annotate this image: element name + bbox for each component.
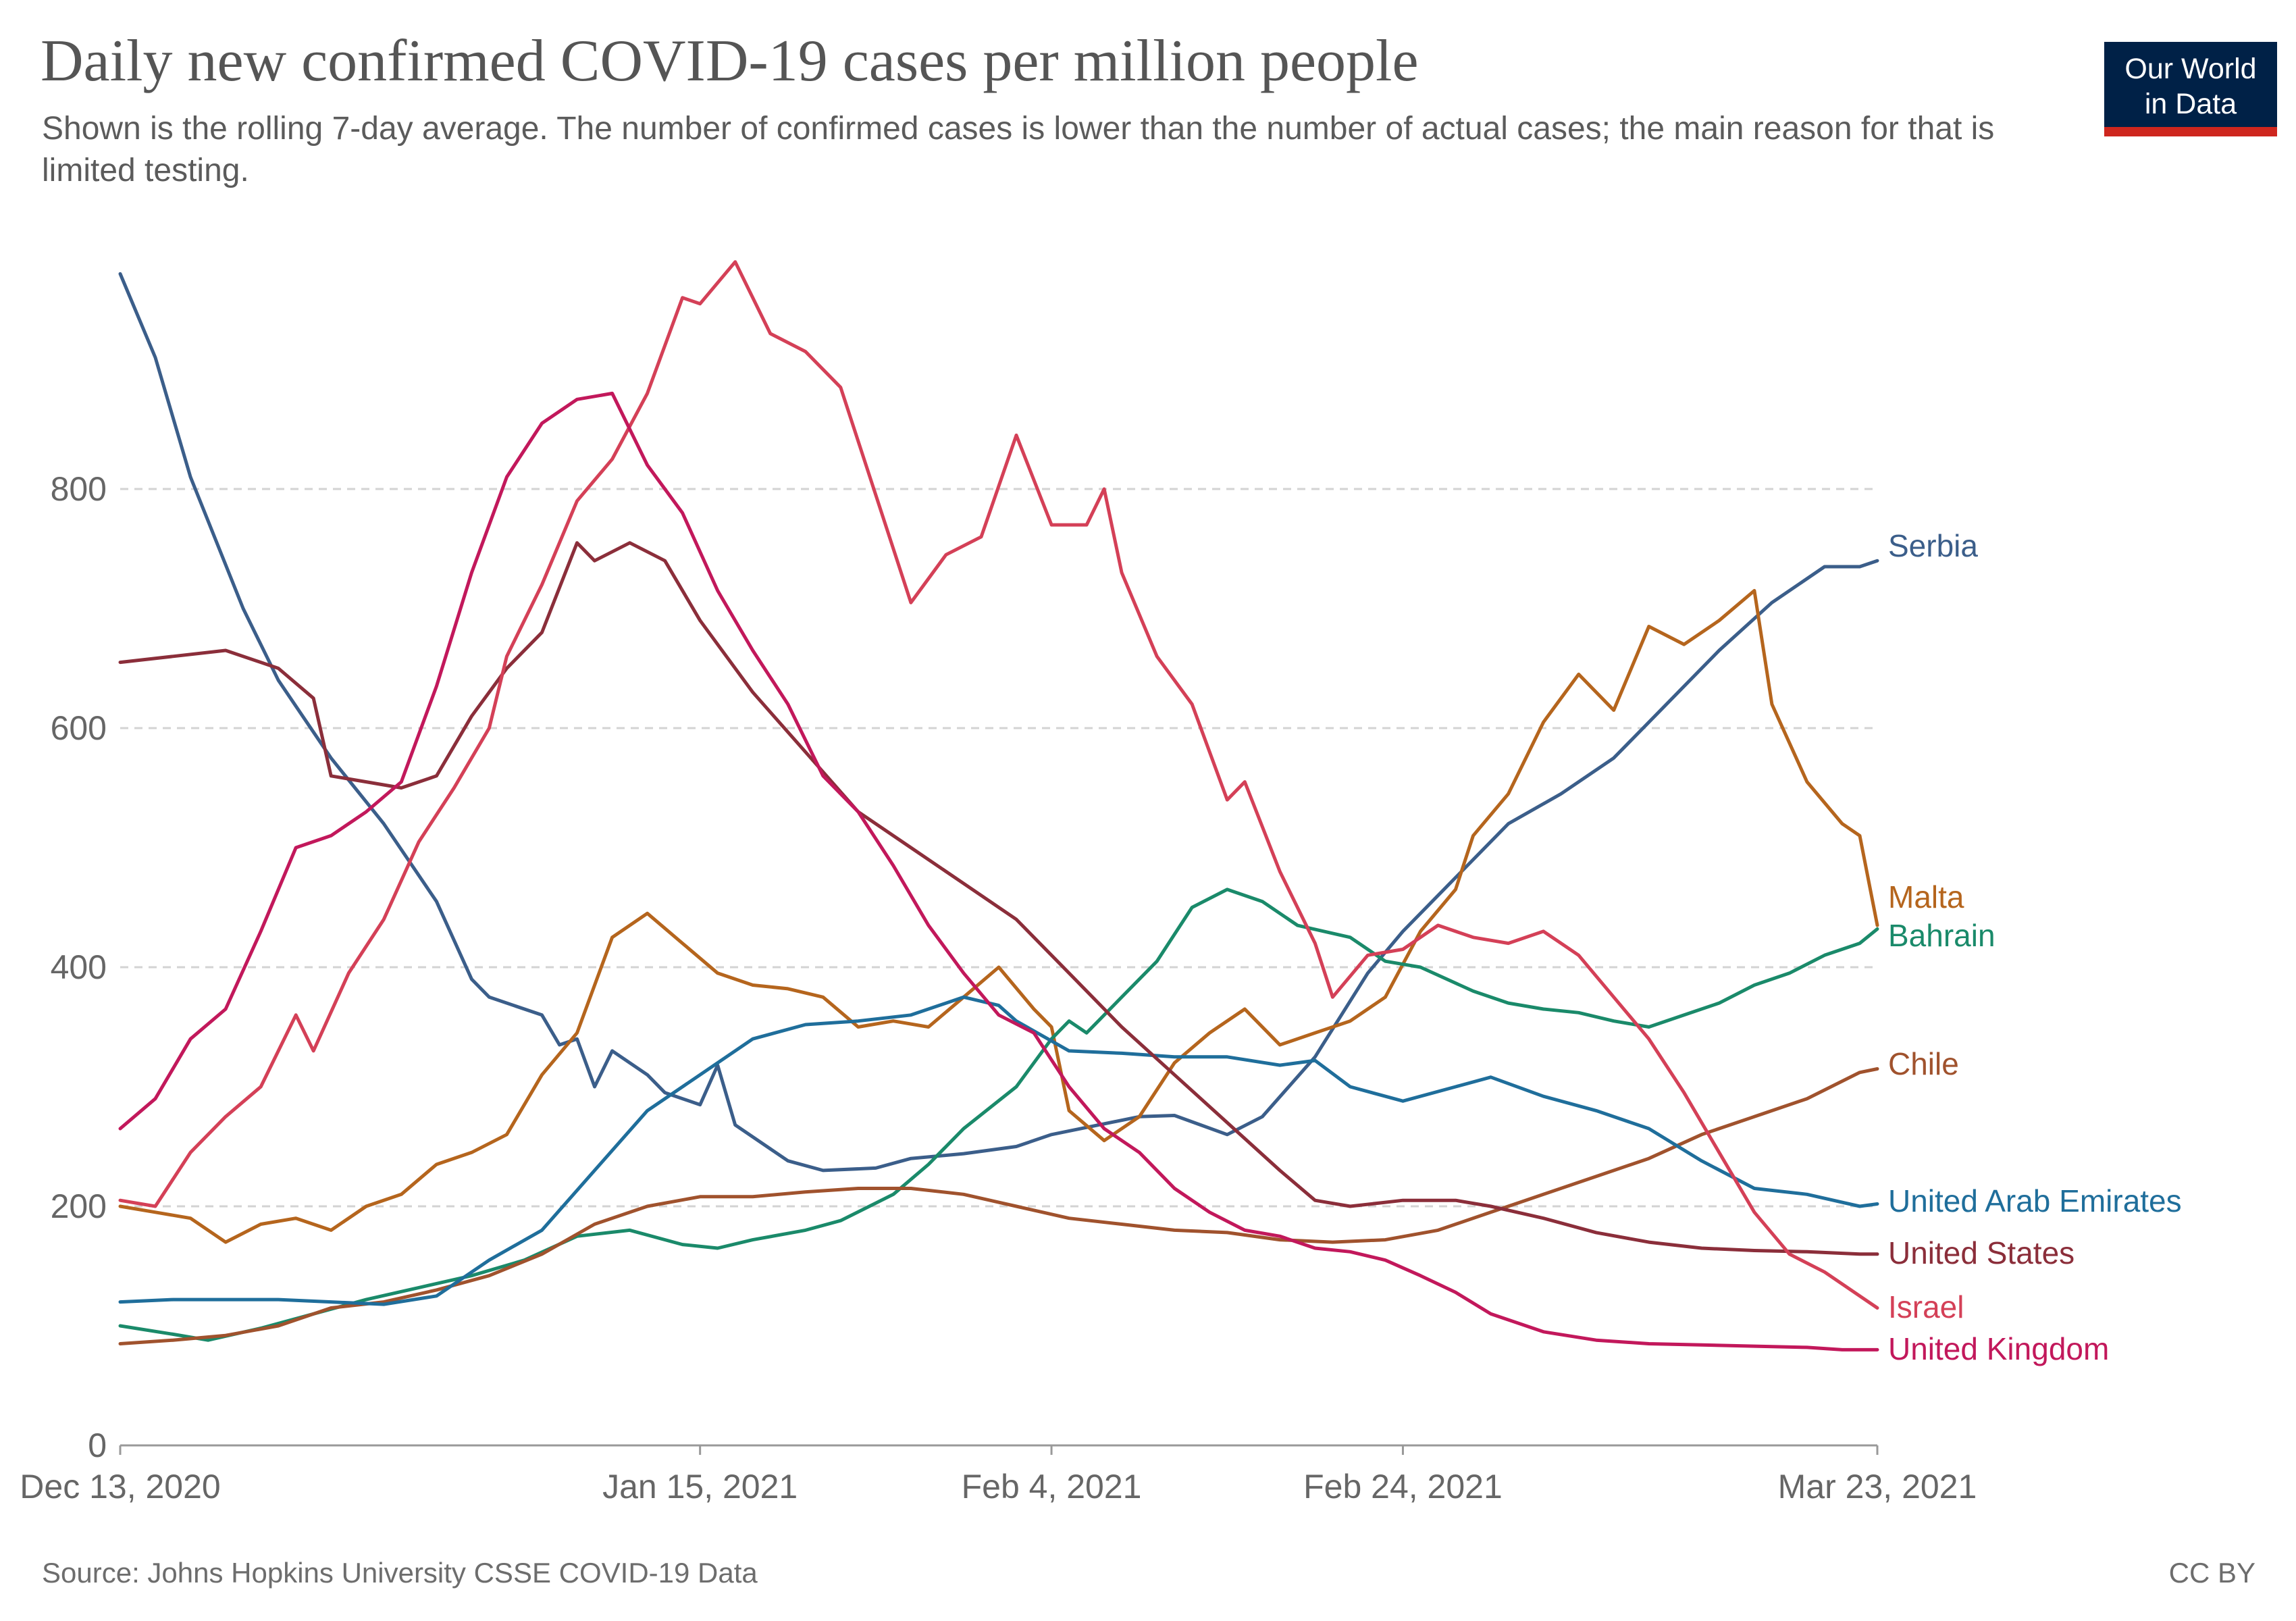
x-tick-label-3: Feb 24, 2021 bbox=[1303, 1468, 1503, 1506]
logo-line-1: Our World bbox=[2124, 53, 2257, 85]
series-label-chile: Chile bbox=[1888, 1046, 1959, 1081]
grid-lines bbox=[120, 488, 1877, 1208]
source-note: Source: Johns Hopkins University CSSE CO… bbox=[42, 1557, 758, 1589]
y-tick-label-400: 400 bbox=[51, 948, 107, 986]
x-tick-label-1: Jan 15, 2021 bbox=[602, 1468, 798, 1506]
chart-subtitle: Shown is the rolling 7-day average. The … bbox=[42, 111, 1995, 188]
series-label-united-kingdom: United Kingdom bbox=[1888, 1331, 2109, 1366]
series-label-bahrain: Bahrain bbox=[1888, 918, 1995, 953]
series-line-united-states[interactable] bbox=[118, 541, 1879, 1256]
chart-title: Daily new confirmed COVID-19 cases per m… bbox=[41, 28, 1419, 94]
owid-logo[interactable]: Our World in Data bbox=[2104, 42, 2277, 136]
series-line-united-arab-emirates[interactable] bbox=[118, 995, 1879, 1306]
series-lines bbox=[118, 260, 1879, 1352]
y-tick-label-800: 800 bbox=[51, 470, 107, 508]
series-line-bahrain[interactable] bbox=[118, 887, 1879, 1342]
series-line-israel[interactable] bbox=[118, 260, 1879, 1310]
y-tick-label-200: 200 bbox=[51, 1187, 107, 1225]
series-line-serbia[interactable] bbox=[118, 272, 1879, 1173]
series-label-malta: Malta bbox=[1888, 879, 1964, 915]
license-link[interactable]: CC BY bbox=[2168, 1557, 2255, 1589]
series-line-chile[interactable] bbox=[118, 1067, 1879, 1345]
series-label-united-states: United States bbox=[1888, 1235, 2075, 1270]
y-tick-label-600: 600 bbox=[51, 709, 107, 747]
logo-line-2: in Data bbox=[2144, 88, 2237, 120]
series-label-serbia: Serbia bbox=[1888, 528, 1978, 563]
x-tick-label-2: Feb 4, 2021 bbox=[962, 1468, 1142, 1506]
series-line-united-kingdom[interactable] bbox=[118, 391, 1879, 1352]
series-label-united-arab-emirates: United Arab Emirates bbox=[1888, 1183, 2182, 1218]
x-tick-label-0: Dec 13, 2020 bbox=[20, 1468, 220, 1506]
series-line-malta[interactable] bbox=[118, 589, 1879, 1244]
series-label-israel: Israel bbox=[1888, 1289, 1964, 1324]
x-tick-label-4: Mar 23, 2021 bbox=[1778, 1468, 1977, 1506]
axes: 0 200 400 600 800 Dec 13, 2020 Jan 15, 2021 Feb… bbox=[20, 470, 1977, 1506]
y-tick-label-0: 0 bbox=[88, 1426, 107, 1464]
